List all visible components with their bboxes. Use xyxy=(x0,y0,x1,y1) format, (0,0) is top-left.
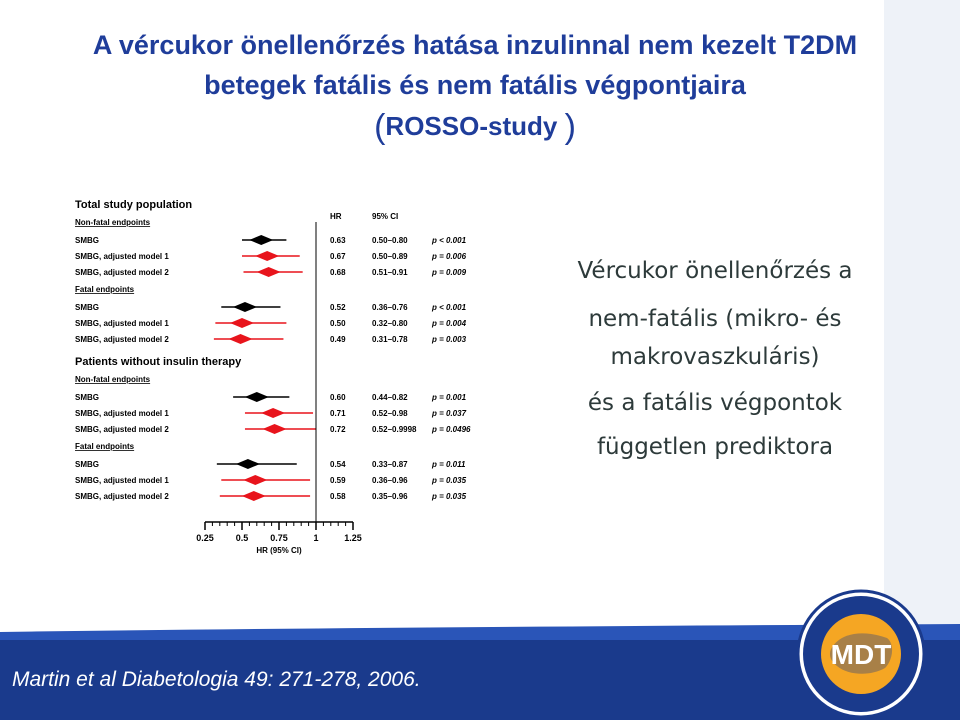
hr-value: 0.72 xyxy=(330,425,346,434)
citation: Martin et al Diabetologia 49: 271-278, 2… xyxy=(12,668,421,691)
hr-diamond-marker xyxy=(241,491,266,501)
x-axis-tick-label: 0.75 xyxy=(270,533,288,543)
side-text-line5: független prediktora xyxy=(596,434,834,460)
p-value: p = 0.001 xyxy=(431,393,467,402)
hr-value: 0.68 xyxy=(330,268,346,277)
ci-value: 0.52–0.98 xyxy=(372,409,408,418)
hr-value: 0.54 xyxy=(330,460,346,469)
hr-diamond-marker xyxy=(255,251,280,261)
ci-value: 0.50–0.80 xyxy=(372,236,408,245)
ci-value: 0.51–0.91 xyxy=(372,268,408,277)
footer-swoosh xyxy=(0,624,960,640)
slide-subtitle: (ROSSO-study ) xyxy=(40,108,910,147)
row-label: SMBG, adjusted model 2 xyxy=(75,335,169,344)
p-value: p = 0.035 xyxy=(431,492,467,501)
hr-diamond-marker xyxy=(228,334,253,344)
row-label: SMBG, adjusted model 1 xyxy=(75,252,169,261)
section-title: Patients without insulin therapy xyxy=(75,356,242,368)
ci-value: 0.31–0.78 xyxy=(372,335,408,344)
slide-title-line1: A vércukor önellenőrzés hatása inzulinna… xyxy=(92,30,858,60)
mdt-logo: MDT xyxy=(796,589,926,719)
hr-value: 0.71 xyxy=(330,409,346,418)
subtitle-open-paren: ( xyxy=(374,108,386,146)
p-value: p = 0.011 xyxy=(431,460,466,469)
hr-diamond-marker xyxy=(249,235,274,245)
p-value: p = 0.037 xyxy=(431,409,467,418)
p-value: p = 0.006 xyxy=(431,252,467,261)
hr-diamond-marker xyxy=(230,318,254,328)
hr-diamond-marker xyxy=(262,424,287,434)
x-axis-label: HR (95% CI) xyxy=(256,546,302,555)
ci-value: 0.36–0.76 xyxy=(372,303,408,312)
side-text-line4: és a fatális végpontok xyxy=(587,390,843,416)
x-axis-tick-label: 1 xyxy=(313,533,318,543)
group-title: Non-fatal endpoints xyxy=(75,375,151,384)
hr-diamond-marker xyxy=(244,392,269,402)
hr-value: 0.60 xyxy=(330,393,346,402)
row-label: SMBG, adjusted model 2 xyxy=(75,268,169,277)
p-value: p = 0.003 xyxy=(431,335,467,344)
slide-title-line2: betegek fatális és nem fatális végpontja… xyxy=(204,70,746,100)
hr-value: 0.67 xyxy=(330,252,346,261)
hr-diamond-marker xyxy=(235,459,260,469)
row-label: SMBG, adjusted model 1 xyxy=(75,409,169,418)
x-axis-tick-label: 1.25 xyxy=(344,533,362,543)
hr-value: 0.58 xyxy=(330,492,346,501)
group-title: Fatal endpoints xyxy=(75,442,135,451)
ci-value: 0.36–0.96 xyxy=(372,476,408,485)
hr-diamond-marker xyxy=(232,302,257,312)
p-value: p = 0.035 xyxy=(431,476,467,485)
hr-value: 0.59 xyxy=(330,476,346,485)
hr-diamond-marker xyxy=(261,408,286,418)
column-header-ci: 95% CI xyxy=(372,212,398,221)
row-label: SMBG xyxy=(75,303,99,312)
ci-value: 0.35–0.96 xyxy=(372,492,408,501)
hr-value: 0.52 xyxy=(330,303,346,312)
section-title: Total study population xyxy=(75,199,192,211)
p-value: p < 0.001 xyxy=(431,303,467,312)
subtitle-close-paren: ) xyxy=(564,108,576,146)
forest-plot: HR 95% CI Total study population Non-fatal … xyxy=(75,199,471,555)
ci-value: 0.32–0.80 xyxy=(372,319,408,328)
footer-band xyxy=(0,632,960,720)
p-value: p < 0.001 xyxy=(431,236,467,245)
ci-value: 0.33–0.87 xyxy=(372,460,408,469)
hr-diamond-marker xyxy=(243,475,268,485)
x-axis-tick-label: 0.5 xyxy=(236,533,249,543)
hr-value: 0.63 xyxy=(330,236,346,245)
x-axis-tick-label: 0.25 xyxy=(196,533,214,543)
logo-text: MDT xyxy=(831,639,892,670)
row-label: SMBG, adjusted model 1 xyxy=(75,319,169,328)
row-label: SMBG xyxy=(75,236,99,245)
ci-value: 0.50–0.89 xyxy=(372,252,408,261)
row-label: SMBG xyxy=(75,393,99,402)
p-value: p = 0.0496 xyxy=(431,425,471,434)
row-label: SMBG xyxy=(75,460,99,469)
side-text-line3: makrovaszkuláris) xyxy=(610,344,820,370)
hr-value: 0.50 xyxy=(330,319,346,328)
row-label: SMBG, adjusted model 2 xyxy=(75,492,169,501)
group-title: Non-fatal endpoints xyxy=(75,218,151,227)
right-edge-band xyxy=(884,0,960,640)
side-text-line2: nem-fatális (mikro- és xyxy=(588,306,842,332)
column-header-hr: HR xyxy=(330,212,342,221)
side-text-line1: Vércukor önellenőrzés a xyxy=(577,258,853,284)
row-label: SMBG, adjusted model 2 xyxy=(75,425,169,434)
group-title: Fatal endpoints xyxy=(75,285,135,294)
hr-diamond-marker xyxy=(256,267,281,277)
hr-value: 0.49 xyxy=(330,335,346,344)
row-label: SMBG, adjusted model 1 xyxy=(75,476,169,485)
p-value: p = 0.004 xyxy=(431,319,467,328)
p-value: p = 0.009 xyxy=(431,268,467,277)
ci-value: 0.44–0.82 xyxy=(372,393,408,402)
ci-value: 0.52–0.9998 xyxy=(372,425,417,434)
subtitle-study-name: ROSSO-study xyxy=(385,111,558,141)
